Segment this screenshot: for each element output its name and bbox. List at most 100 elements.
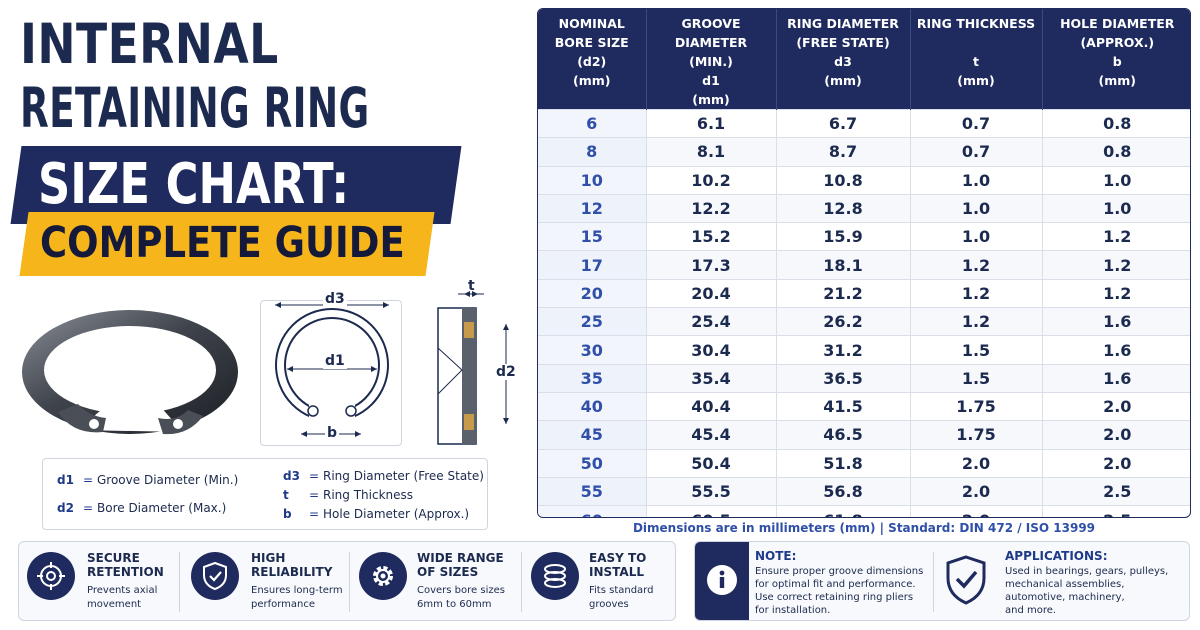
d1-label: d1 [323, 353, 347, 369]
table-cell: 21.2 [776, 278, 911, 308]
table-cell: 10 [538, 165, 647, 195]
table-cell: 31.2 [776, 335, 911, 365]
table-cell: 41.5 [776, 391, 911, 421]
table-cell: 2.0 [910, 448, 1043, 478]
table-row: 15 15.2 15.9 1.0 1.2 [538, 222, 1190, 251]
front-view-diagram: d3 d1 b [260, 291, 402, 446]
table-cell: 50.4 [646, 448, 777, 478]
table-cell: 30 [538, 335, 647, 365]
table-cell: 1.2 [910, 278, 1043, 308]
table-cell: 2.0 [910, 476, 1043, 506]
features-strip: SECURE RETENTION Prevents axial movement H… [18, 541, 676, 621]
feature-wide-range: WIDE RANGE OF SIZES Covers bore sizes 6mm … [359, 542, 519, 622]
applications-title: APPLICATIONS: [1005, 549, 1108, 563]
column-header: RING DIAMETER (FREE STATE) d3 (mm) [776, 9, 911, 110]
table-row: 10 10.2 10.8 1.0 1.0 [538, 165, 1190, 195]
table-cell: 60.5 [646, 505, 777, 517]
table-cell: 55.5 [646, 476, 777, 506]
side-view-diagram: t d2 [418, 278, 528, 448]
table-cell: 40.4 [646, 391, 777, 421]
shield-check-icon [191, 552, 239, 600]
table-row: 35 35.4 36.5 1.5 1.6 [538, 363, 1190, 393]
table-cell: 15.2 [646, 222, 777, 251]
column-header: NOMINAL BORE SIZE (d2) (mm) [538, 9, 647, 110]
table-cell: 1.0 [1042, 193, 1190, 223]
table-cell: 6.1 [646, 108, 777, 138]
t-label: t [468, 278, 475, 294]
table-cell: 18.1 [776, 250, 911, 280]
table-cell: 55 [538, 476, 647, 506]
d2-label: d2 [496, 364, 516, 380]
title-line-3: SIZE CHART: [38, 152, 350, 217]
table-cell: 51.8 [776, 448, 911, 478]
table-cell: 0.7 [910, 137, 1043, 167]
legend-item-d1: d1 = Groove Diameter (Min.) [57, 473, 239, 487]
table-cell: 2.0 [1042, 420, 1190, 450]
table-cell: 2.5 [1042, 505, 1190, 517]
d3-label: d3 [323, 291, 347, 307]
column-header: HOLE DIAMETER (APPROX.) b (mm) [1042, 9, 1190, 110]
table-cell: 60 [538, 505, 647, 517]
table-cell: 1.2 [1042, 250, 1190, 280]
table-cell: 40 [538, 391, 647, 421]
legend-box: d1 = Groove Diameter (Min.) d2 = Bore Diamet… [42, 458, 488, 530]
legend-item-b: b = Hole Diameter (Approx.) [283, 507, 470, 521]
note-applications-box: NOTE: Ensure proper groove dimensions fo… [694, 541, 1190, 621]
table-row: 12 12.2 12.8 1.0 1.0 [538, 193, 1190, 223]
table-body: 6 6.1 6.7 0.7 0.8 8 8.1 8.7 0.7 0.8 10 10.2 10.8 1.0 1… [538, 108, 1190, 517]
table-cell: 20.4 [646, 278, 777, 308]
table-header-row: NOMINAL BORE SIZE (d2) (mm) GROOVE DIAMETER(… [538, 9, 1190, 110]
table-cell: 12.8 [776, 193, 911, 223]
size-chart-table: NOMINAL BORE SIZE (d2) (mm) GROOVE DIAMETER(… [537, 8, 1191, 518]
table-cell: 0.7 [910, 108, 1043, 138]
table-cell: 50 [538, 448, 647, 478]
table-cell: 25.4 [646, 307, 777, 336]
table-cell: 6 [538, 108, 647, 138]
title-line-1: INTERNAL [20, 12, 279, 76]
table-cell: 30.4 [646, 335, 777, 365]
table-cell: 1.2 [1042, 278, 1190, 308]
table-row: 6 6.1 6.7 0.7 0.8 [538, 108, 1190, 138]
table-row: 20 20.4 21.2 1.2 1.2 [538, 278, 1190, 308]
table-cell: 2.0 [910, 505, 1043, 517]
table-cell: 8.1 [646, 137, 777, 167]
table-cell: 1.75 [910, 391, 1043, 421]
table-cell: 20 [538, 278, 647, 308]
title-line-2: RETAINING RING [20, 76, 370, 140]
column-header: GROOVE DIAMETER (MIN.) d1 (mm) [646, 9, 777, 110]
shield-check-outline-icon [946, 555, 986, 605]
table-cell: 26.2 [776, 307, 911, 336]
table-cell: 15.9 [776, 222, 911, 251]
table-row: 6060.561.82.02.5 [538, 505, 1190, 517]
table-cell: 45 [538, 420, 647, 450]
table-footnote: Dimensions are in millimeters (mm) | Sta… [632, 521, 1096, 535]
table-cell: 2.0 [1042, 448, 1190, 478]
table-row: 55 55.5 56.8 2.0 2.5 [538, 476, 1190, 506]
applications-text: Used in bearings, gears, pulleys, mechan… [1005, 566, 1169, 616]
legend-item-d2: d2 = Bore Diameter (Max.) [57, 501, 227, 515]
stack-icon [531, 552, 579, 600]
table-cell: 1.6 [1042, 335, 1190, 365]
info-icon [707, 565, 737, 595]
table-cell: 2.5 [1042, 476, 1190, 506]
table-cell: 1.0 [1042, 165, 1190, 195]
table-cell: 8.7 [776, 137, 911, 167]
table-row: 25 25.4 26.2 1.2 1.6 [538, 307, 1190, 336]
note-text: Ensure proper groove dimensions for opti… [755, 566, 924, 616]
target-icon [27, 552, 75, 600]
column-header: RING THICKNESS t (mm) [910, 9, 1043, 110]
table-cell: 46.5 [776, 420, 911, 450]
ring-front-drawing [275, 302, 389, 437]
table-cell: 1.6 [1042, 307, 1190, 336]
feature-high-reliability: HIGH RELIABILITY Ensures long-term perform… [191, 542, 351, 622]
legend-item-d3: d3 = Ring Diameter (Free State) [283, 469, 484, 483]
ring-side-drawing [437, 291, 509, 445]
table-cell: 1.6 [1042, 363, 1190, 393]
table-cell: 10.8 [776, 165, 911, 195]
table-cell: 2.0 [1042, 391, 1190, 421]
table-cell: 36.5 [776, 363, 911, 393]
table-cell: 0.8 [1042, 108, 1190, 138]
table-cell: 17.3 [646, 250, 777, 280]
table-cell: 61.8 [776, 505, 911, 517]
table-cell: 15 [538, 222, 647, 251]
